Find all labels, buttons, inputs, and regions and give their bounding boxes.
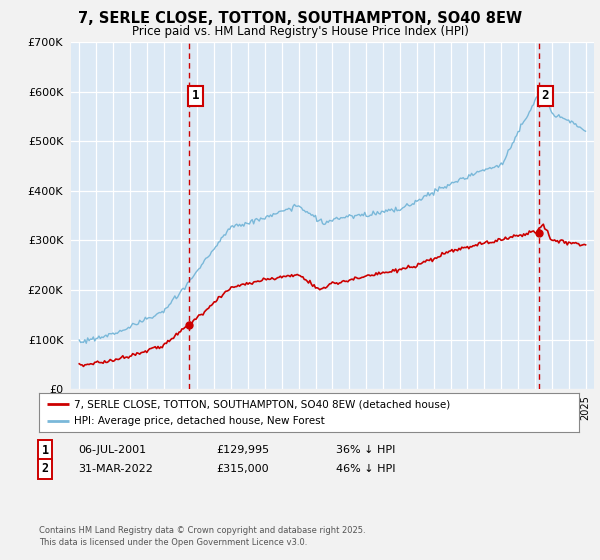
Text: HPI: Average price, detached house, New Forest: HPI: Average price, detached house, New …	[74, 416, 325, 426]
Text: 1: 1	[191, 89, 199, 102]
Text: 06-JUL-2001: 06-JUL-2001	[78, 445, 146, 455]
Text: 2: 2	[542, 89, 549, 102]
Text: 1: 1	[41, 444, 49, 457]
Text: Price paid vs. HM Land Registry's House Price Index (HPI): Price paid vs. HM Land Registry's House …	[131, 25, 469, 38]
Text: 31-MAR-2022: 31-MAR-2022	[78, 464, 153, 474]
Text: £315,000: £315,000	[216, 464, 269, 474]
Text: 7, SERLE CLOSE, TOTTON, SOUTHAMPTON, SO40 8EW (detached house): 7, SERLE CLOSE, TOTTON, SOUTHAMPTON, SO4…	[74, 399, 451, 409]
Text: Contains HM Land Registry data © Crown copyright and database right 2025.
This d: Contains HM Land Registry data © Crown c…	[39, 526, 365, 547]
Text: 36% ↓ HPI: 36% ↓ HPI	[336, 445, 395, 455]
Text: £129,995: £129,995	[216, 445, 269, 455]
Text: 2: 2	[41, 462, 49, 475]
Text: 7, SERLE CLOSE, TOTTON, SOUTHAMPTON, SO40 8EW: 7, SERLE CLOSE, TOTTON, SOUTHAMPTON, SO4…	[78, 11, 522, 26]
Text: 46% ↓ HPI: 46% ↓ HPI	[336, 464, 395, 474]
